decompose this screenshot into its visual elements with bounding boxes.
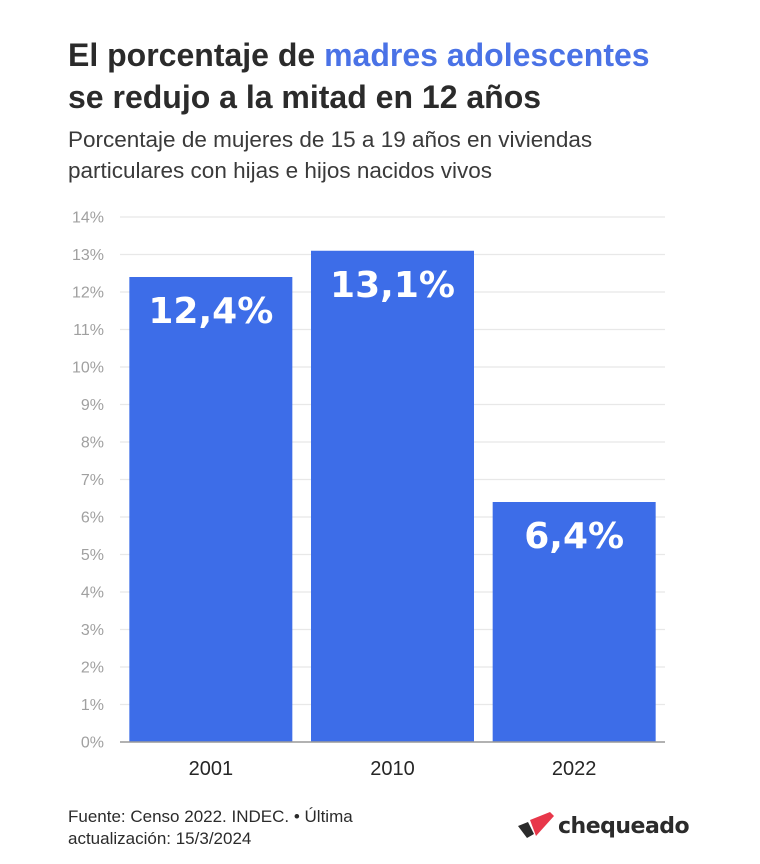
y-axis-tick-labels: 0% 1% 2% 3% 4% 5% 6% 7% 8% 9% 10% 11% 12% 13% 14% [72, 210, 104, 752]
y-tick-label: 0% [81, 735, 104, 752]
x-tick-label: 2001 [189, 758, 234, 780]
source-note: Fuente: Censo 2022. INDEC. • Última actu… [68, 807, 353, 848]
title-highlight: madres adolescentes [324, 37, 650, 73]
y-tick-label: 3% [81, 622, 104, 639]
chart-title: El porcentaje de madres adolescentes se r… [68, 34, 728, 118]
y-tick-label: 4% [81, 585, 104, 602]
title-part-1: El porcentaje de [68, 37, 325, 73]
y-tick-label: 7% [81, 472, 104, 489]
y-tick-label: 8% [81, 435, 104, 452]
x-tick-label: 2022 [552, 758, 597, 780]
chequeado-logo-icon [518, 812, 554, 838]
y-tick-label: 13% [72, 247, 104, 264]
y-tick-label: 12% [72, 285, 104, 302]
y-tick-label: 14% [72, 210, 104, 227]
y-tick-label: 9% [81, 397, 104, 414]
x-tick-label: 2010 [370, 758, 415, 780]
value-label: 6,4% [524, 516, 624, 557]
x-axis-tick-labels: 2001 2010 2022 [189, 758, 597, 780]
bar-chart: 0% 1% 2% 3% 4% 5% 6% 7% 8% 9% 10% 11% 12% 13% 14% 2001… [72, 210, 665, 780]
bar-value-labels: 12,4% 13,1% 6,4% [148, 265, 624, 557]
bars [129, 250, 656, 742]
title-part-2: se redujo a la mitad en 12 años [68, 79, 542, 115]
value-label: 12,4% [148, 291, 273, 332]
chart-subtitle: Porcentaje de mujeres de 15 a 19 años en… [68, 127, 593, 183]
y-tick-label: 6% [81, 510, 104, 527]
y-tick-label: 10% [72, 360, 104, 377]
brand-name: chequeado [558, 813, 690, 839]
value-label: 13,1% [330, 265, 455, 306]
y-tick-label: 11% [73, 322, 104, 339]
bar-2001 [129, 277, 293, 742]
y-tick-label: 5% [81, 547, 104, 564]
y-tick-label: 1% [81, 697, 104, 714]
bar-2022 [492, 502, 656, 742]
brand-logo[interactable]: chequeado [518, 808, 690, 844]
y-tick-label: 2% [81, 660, 104, 677]
bar-2010 [311, 250, 474, 742]
